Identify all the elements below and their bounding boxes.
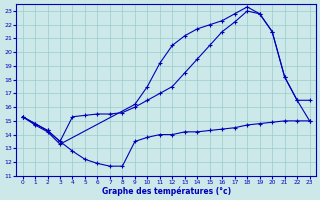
X-axis label: Graphe des températures (°c): Graphe des températures (°c) <box>101 186 231 196</box>
